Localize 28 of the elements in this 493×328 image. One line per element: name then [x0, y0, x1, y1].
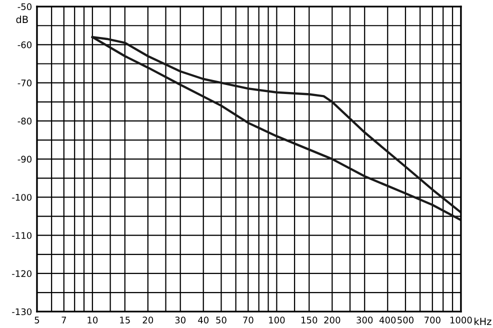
x-tick-label: 300 — [356, 316, 373, 324]
x-tick-label: 1000 — [450, 316, 472, 324]
x-tick-label: 40 — [198, 316, 209, 324]
x-tick-label: 700 — [424, 316, 440, 324]
x-tick-label: 15 — [120, 316, 130, 324]
x-tick-label: 70 — [243, 316, 254, 324]
x-tick-label: 5 — [34, 316, 40, 324]
y-tick-label: -110 — [12, 232, 32, 239]
y-tick-label: -120 — [12, 270, 32, 278]
y-tick-label: -90 — [18, 156, 32, 163]
y-tick-label: -70 — [18, 80, 32, 86]
x-tick-label: 20 — [142, 316, 154, 324]
x-tick-label: 100 — [269, 316, 285, 324]
y-tick-label: -130 — [12, 308, 32, 316]
x-tick-label: 50 — [216, 316, 226, 324]
y-axis-title: dB — [16, 16, 28, 24]
x-tick-label: 30 — [175, 316, 186, 324]
y-tick-label: -50 — [18, 3, 32, 10]
y-tick-label: -60 — [18, 41, 32, 48]
x-tick-label: 400 — [379, 316, 396, 324]
x-tick-label: 10 — [88, 316, 98, 324]
x-axis-title: kHz — [474, 318, 492, 325]
x-tick-label: 150 — [302, 316, 318, 324]
y-tick-label: -100 — [12, 194, 32, 201]
x-tick-label: 500 — [398, 316, 414, 324]
y-tick-label: -80 — [18, 118, 32, 125]
x-tick-label: 7 — [62, 316, 66, 324]
x-tick-label: 200 — [324, 316, 340, 324]
